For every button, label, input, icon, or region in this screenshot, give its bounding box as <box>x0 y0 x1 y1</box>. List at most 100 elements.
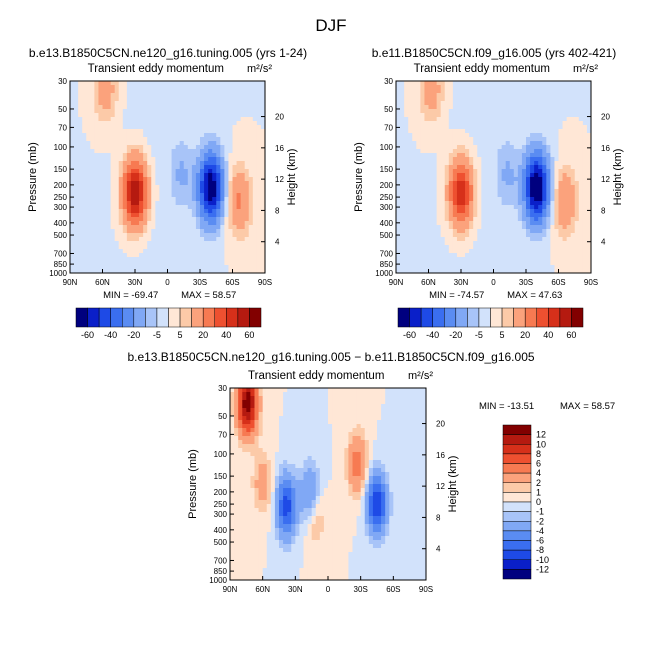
heatmap-cell <box>110 241 116 246</box>
heatmap-cell <box>481 205 486 210</box>
heatmap-cell <box>416 205 421 210</box>
heatmap-cell <box>240 125 246 130</box>
heatmap-cell <box>74 185 79 190</box>
heatmap-cell <box>517 129 523 134</box>
heatmap-cell <box>530 117 535 122</box>
heatmap-cell <box>236 93 242 98</box>
heatmap-cell <box>396 185 401 190</box>
heatmap-cell <box>163 185 168 190</box>
heatmap-cell <box>216 137 221 142</box>
heatmap-cell <box>493 217 498 222</box>
heatmap-cell <box>118 249 124 254</box>
heatmap-cell <box>505 245 511 250</box>
heatmap-cell <box>424 201 429 206</box>
heatmap-cell <box>456 169 462 174</box>
heatmap-cell <box>534 221 539 226</box>
units-label: m²/s² <box>247 63 272 75</box>
heatmap-cell <box>489 113 494 118</box>
heatmap-cell <box>501 161 507 166</box>
x-tick-label: 0 <box>165 278 170 287</box>
heatmap-cell <box>82 81 87 86</box>
heatmap-cell <box>252 173 258 178</box>
heatmap-cell <box>252 253 258 258</box>
heatmap-cell <box>147 181 152 186</box>
heatmap-cell <box>175 269 181 274</box>
heatmap-cell <box>400 201 405 206</box>
heatmap-cell <box>232 177 237 182</box>
heatmap-cell <box>167 157 172 162</box>
heatmap-cell <box>147 265 152 270</box>
heatmap-cell <box>408 205 413 210</box>
heatmap-cell <box>155 109 160 114</box>
heatmap-cell <box>481 221 486 226</box>
heatmap-cell <box>424 157 429 162</box>
heatmap-cell <box>248 245 254 250</box>
heatmap-cell <box>578 137 584 142</box>
heatmap-cell <box>554 89 559 94</box>
heatmap-cell <box>208 253 213 258</box>
heatmap-cell <box>554 113 559 118</box>
heatmap-cell <box>465 265 470 270</box>
heatmap-cell <box>70 113 75 118</box>
heatmap-cell <box>204 205 209 210</box>
heatmap-cell <box>86 265 91 270</box>
heatmap-cell <box>212 193 217 198</box>
heatmap-cell <box>444 149 450 154</box>
heatmap-cell <box>74 225 79 230</box>
heatmap-cell <box>118 149 124 154</box>
heatmap-cell <box>183 209 189 214</box>
heatmap-cell <box>566 117 572 122</box>
heatmap-cell <box>521 149 527 154</box>
heatmap-cell <box>562 137 568 142</box>
heatmap-cell <box>578 205 584 210</box>
heatmap-cell <box>586 237 592 242</box>
heatmap-cell <box>252 97 258 102</box>
heatmap-cell <box>566 145 572 150</box>
heatmap-cell <box>248 105 254 110</box>
x-tick-label: 90S <box>584 278 598 287</box>
heatmap-cell <box>448 257 454 262</box>
heatmap-cell <box>456 109 462 114</box>
heatmap-cell <box>340 392 345 397</box>
heatmap-cell <box>147 125 152 130</box>
heatmap-cell <box>558 141 563 146</box>
heatmap-cell <box>139 141 144 146</box>
heatmap-cell <box>562 85 568 90</box>
heatmap-cell <box>232 153 237 158</box>
heatmap-cell <box>444 145 450 150</box>
heatmap-cell <box>163 145 168 150</box>
heatmap-cell <box>574 157 580 162</box>
heatmap-cell <box>396 141 401 146</box>
heatmap-cell <box>570 205 576 210</box>
heatmap-cell <box>224 229 229 234</box>
heatmap-cell <box>274 388 280 393</box>
heatmap-cell <box>130 197 136 202</box>
heatmap-cell <box>256 81 262 86</box>
heatmap-cell <box>175 205 181 210</box>
heatmap-cell <box>485 213 490 218</box>
heatmap-cell <box>155 161 160 166</box>
heatmap-cell <box>538 97 543 102</box>
heatmap-cell <box>94 109 99 114</box>
heatmap-cell <box>155 121 160 126</box>
heatmap-cell <box>151 213 156 218</box>
heatmap-cell <box>200 217 205 222</box>
heatmap-cell <box>481 97 486 102</box>
heatmap-cell <box>252 201 258 206</box>
heatmap-cell <box>493 81 498 86</box>
heatmap-cell <box>493 141 498 146</box>
heatmap-cell <box>586 265 592 270</box>
heatmap-cell <box>94 137 99 142</box>
heatmap-cell <box>481 197 486 202</box>
heatmap-cell <box>175 209 181 214</box>
heatmap-cell <box>428 85 433 90</box>
heatmap-cell <box>396 177 401 182</box>
heatmap-cell <box>126 93 132 98</box>
heatmap-cell <box>416 157 421 162</box>
heatmap-cell <box>183 169 189 174</box>
heatmap-cell <box>489 221 494 226</box>
heatmap-cell <box>179 157 185 162</box>
heatmap-cell <box>98 85 103 90</box>
chart-panel-2: b.e11.B1850C5CN.f09_g16.005 (yrs 402-421… <box>353 46 624 301</box>
heatmap-cell <box>94 201 99 206</box>
